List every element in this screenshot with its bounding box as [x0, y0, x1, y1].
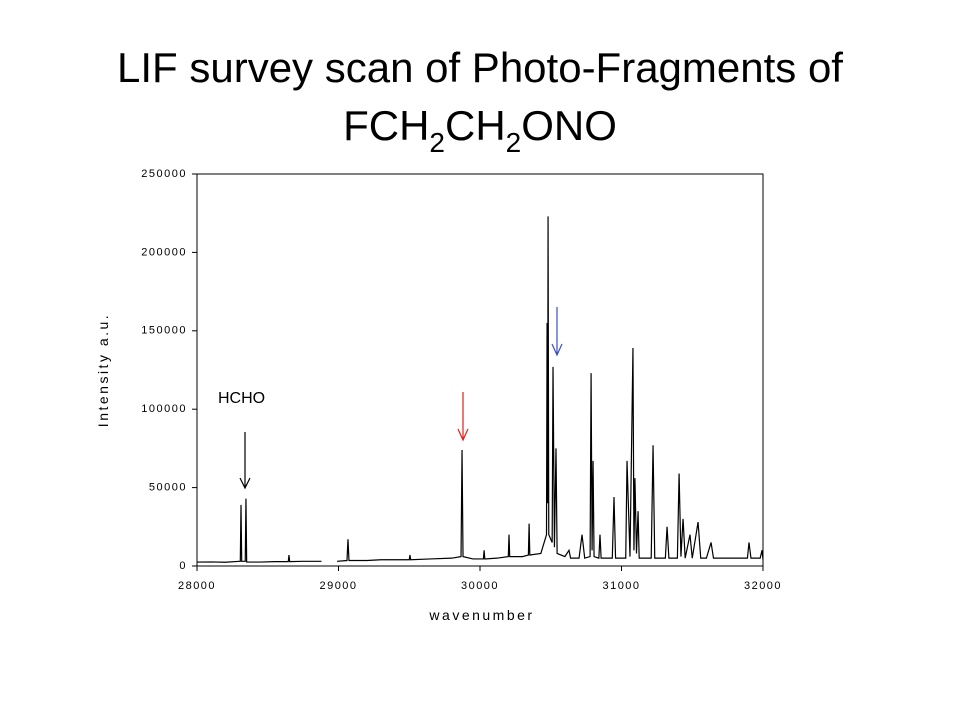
- y-tick-label: 100000: [141, 403, 187, 415]
- formula-part: CH: [445, 102, 506, 149]
- formula-part: ONO: [521, 102, 617, 149]
- spectrum-line: [196, 216, 764, 563]
- formula-part: FCH: [343, 102, 429, 149]
- arrow: [457, 392, 469, 442]
- annotation: HCHO: [218, 390, 265, 407]
- x-tick-label: 28000: [178, 580, 216, 592]
- y-tick-label: 200000: [141, 246, 187, 258]
- arrow: [239, 432, 251, 490]
- arrows: [239, 307, 563, 490]
- x-tick-label: 31000: [602, 580, 640, 592]
- y-tick-label: 150000: [141, 325, 187, 337]
- y-axis-label: Intensity a.u.: [95, 313, 111, 427]
- arrow: [551, 307, 563, 357]
- x-tick-label: 32000: [744, 580, 782, 592]
- y-tick-label: 50000: [149, 482, 187, 494]
- formula-subscript: 2: [506, 127, 522, 158]
- formula-subscript: 2: [429, 127, 445, 158]
- x-tick-label: 30000: [461, 580, 499, 592]
- y-tick-label: 250000: [141, 168, 187, 180]
- x-tick-label: 29000: [319, 580, 357, 592]
- y-tick-label: 0: [179, 560, 187, 572]
- x-axis-label: wavenumber: [428, 607, 534, 623]
- chart-title: LIF survey scan of Photo-Fragments of: [117, 44, 843, 91]
- chart-title-formula: FCH2CH2ONO: [343, 102, 617, 158]
